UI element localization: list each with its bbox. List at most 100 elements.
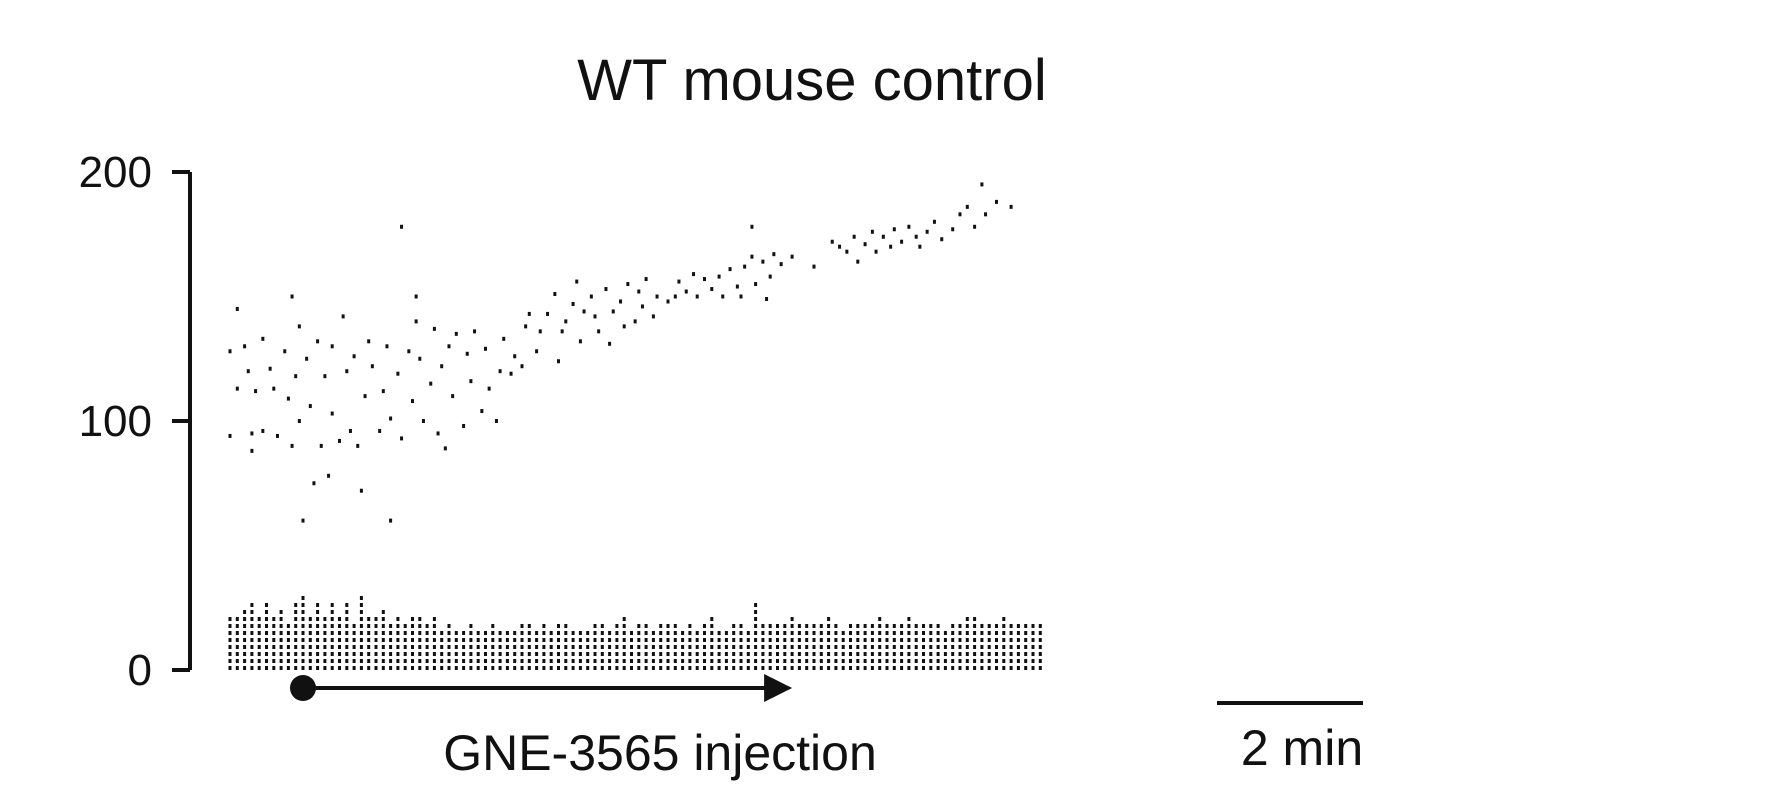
lower-band-mark (637, 666, 641, 670)
upper-band-mark (743, 264, 747, 269)
lower-band-mark (586, 631, 590, 635)
lower-band-mark (973, 652, 977, 656)
lower-band-mark (447, 666, 451, 670)
lower-band-mark (330, 603, 334, 607)
lower-band-mark (819, 659, 823, 663)
lower-band-mark (1016, 638, 1020, 642)
lower-band-mark (841, 631, 845, 635)
lower-band-mark (505, 652, 509, 656)
lower-band-mark (805, 659, 809, 663)
upper-band-mark (290, 294, 294, 299)
lower-band-mark (549, 631, 553, 635)
lower-band-mark (359, 624, 363, 628)
upper-band-mark (626, 282, 630, 287)
lower-band-mark (257, 631, 261, 635)
lower-band-mark (272, 645, 276, 649)
y-tick-label-0: 0 (128, 646, 152, 695)
lower-band-mark (432, 617, 436, 621)
lower-band-mark (724, 638, 728, 642)
lower-band-mark (827, 617, 831, 621)
lower-band-mark (228, 638, 232, 642)
lower-band-mark (425, 652, 429, 656)
upper-band-mark (750, 224, 754, 229)
upper-band-mark (341, 314, 345, 319)
lower-band-mark (739, 652, 743, 656)
lower-band-mark (995, 666, 998, 670)
lower-band-mark (776, 666, 779, 670)
upper-band-mark (765, 296, 769, 301)
lower-band-mark (834, 645, 838, 649)
lower-band-mark (294, 659, 298, 663)
upper-band-mark (589, 294, 593, 299)
lower-band-mark (425, 645, 429, 649)
lower-band-mark (987, 659, 991, 663)
upper-band-mark (345, 369, 349, 374)
lower-band-mark (776, 659, 779, 663)
lower-band-mark (600, 666, 604, 670)
upper-band-mark (677, 279, 681, 284)
lower-band-mark (1031, 659, 1035, 663)
lower-band-mark (330, 638, 334, 642)
lower-band-mark (622, 617, 626, 621)
lower-band-mark (527, 666, 531, 670)
lower-band-mark (389, 624, 393, 628)
lower-band-mark (754, 652, 758, 656)
lower-band-mark (600, 659, 604, 663)
upper-band-mark (297, 324, 301, 329)
lower-band-mark (491, 652, 495, 656)
lower-band-mark (381, 659, 385, 663)
lower-band-mark (856, 631, 860, 635)
lower-band-mark (228, 631, 232, 635)
lower-band-mark (819, 666, 823, 670)
lower-band-mark (732, 638, 736, 642)
lower-band-mark (790, 652, 794, 656)
lower-band-mark (250, 638, 254, 642)
lower-band-mark (965, 638, 969, 642)
lower-band-mark (432, 645, 436, 649)
lower-band-mark (1016, 666, 1020, 670)
upper-band-mark (297, 419, 301, 423)
upper-band-mark (286, 396, 290, 401)
lower-band-mark (1009, 645, 1013, 649)
lower-band-mark (447, 631, 451, 635)
lower-band-mark (907, 638, 911, 642)
lower-band-mark (615, 645, 619, 649)
lower-band-mark (666, 652, 670, 656)
lower-band-mark (870, 652, 874, 656)
lower-band-mark (542, 666, 546, 670)
lower-band-mark (761, 638, 765, 642)
lower-band-mark (359, 610, 363, 614)
lower-band-mark (754, 631, 758, 635)
upper-band-mark (465, 351, 469, 356)
lower-band-mark (973, 631, 977, 635)
lower-band-mark (557, 631, 560, 635)
lower-band-mark (308, 631, 312, 635)
lower-band-mark (900, 652, 904, 656)
lower-band-mark (630, 666, 633, 670)
lower-band-mark (425, 666, 429, 670)
upper-band-mark (812, 264, 816, 269)
upper-band-mark (378, 428, 382, 433)
lower-band-mark (447, 659, 451, 663)
lower-band-mark (235, 617, 239, 621)
lower-band-mark (513, 659, 517, 663)
lower-band-mark (316, 659, 320, 663)
upper-band-mark (348, 428, 352, 433)
upper-band-mark (359, 488, 363, 493)
lower-band-mark (469, 631, 473, 635)
lower-band-mark (739, 645, 743, 649)
upper-band-mark (447, 344, 451, 349)
lower-band-mark (834, 631, 838, 635)
lower-band-mark (863, 638, 867, 642)
lower-band-mark (892, 659, 896, 663)
lower-band-mark (418, 631, 422, 635)
lower-band-mark (381, 645, 385, 649)
upper-band-mark (980, 182, 984, 187)
lower-band-mark (593, 652, 597, 656)
lower-band-mark (929, 666, 933, 670)
y-ticks: 0 100 200 (79, 148, 190, 695)
lower-band-mark (476, 631, 480, 635)
lower-band-mark (776, 624, 779, 628)
upper-band-mark (772, 252, 776, 257)
upper-band-mark (275, 433, 279, 438)
